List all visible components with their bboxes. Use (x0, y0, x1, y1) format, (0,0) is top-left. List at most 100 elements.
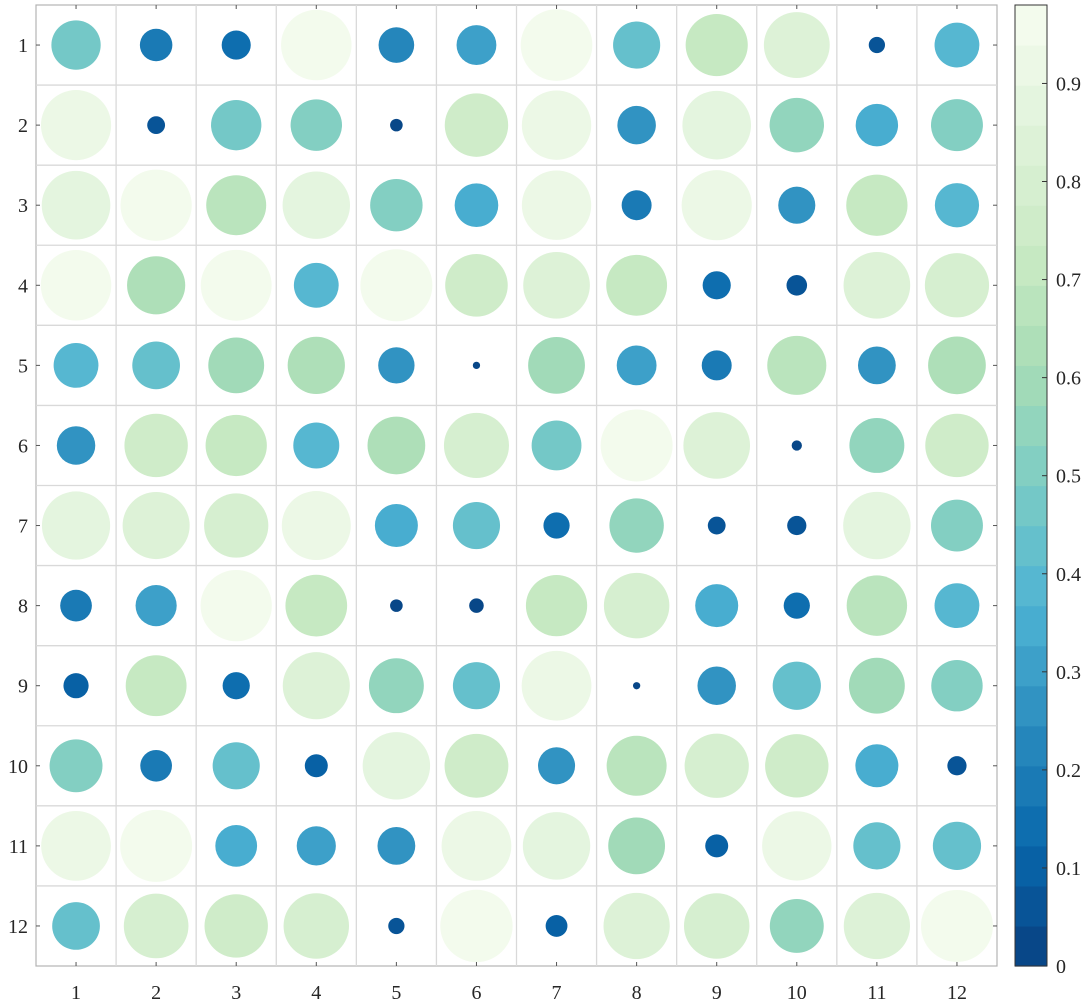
bubble-r4-c8 (606, 254, 668, 316)
bubble-r9-c4 (282, 652, 350, 720)
bubble-r6-c5 (367, 416, 426, 475)
bubble-r10-c1 (49, 739, 103, 793)
bubble-r2-c7 (521, 90, 592, 160)
bubble-r10-c3 (212, 742, 260, 790)
bubble-r4-c10 (786, 275, 808, 296)
colorbar-tick-label: 0.3 (1056, 662, 1081, 684)
bubble-r2-c9 (682, 90, 752, 160)
colorbar-segment (1015, 205, 1047, 246)
bubble-r12-c10 (769, 898, 824, 953)
bubble-r7-c3 (204, 493, 269, 558)
bubble-r4-c4 (293, 262, 339, 308)
bubble-r7-c7 (543, 512, 570, 539)
bubble-r5-c10 (767, 335, 827, 395)
bubble-r12-c1 (52, 902, 100, 950)
bubble-r1-c11 (868, 36, 886, 54)
x-tick-label: 6 (472, 982, 482, 1004)
bubble-r9-c3 (222, 672, 250, 700)
bubble-r8-c9 (695, 584, 739, 628)
bubble-r9-c8 (632, 682, 641, 690)
bubble-r8-c1 (60, 589, 92, 622)
colorbar-segment (1015, 405, 1047, 447)
colorbar-tick-label: 0.8 (1056, 172, 1081, 194)
colorbar: 0 0.1 0.2 0.3 0.4 0.5 0.6 0.7 0.8 0.9 (1014, 4, 1081, 978)
bubble-r5-c1 (53, 342, 99, 388)
bubble-r5-c2 (132, 341, 180, 390)
x-tick-label: 12 (947, 982, 967, 1004)
bubble-r5-c9 (701, 350, 732, 381)
colorbar-segment (1015, 445, 1047, 487)
bubble-r4-c12 (924, 253, 990, 318)
bubble-r8-c7 (525, 574, 588, 637)
colorbar-segment (1015, 45, 1047, 86)
bubble-r7-c6 (452, 501, 501, 550)
bubble-r7-c5 (374, 504, 418, 548)
y-tick-label: 7 (18, 516, 28, 538)
x-axis-tick-labels: 1 2 3 4 5 6 7 8 9 10 11 12 (71, 982, 967, 1004)
bubble-r6-c3 (205, 414, 267, 477)
bubble-r3-c4 (282, 171, 351, 239)
bubble-r2-c8 (617, 105, 656, 145)
bubble-r9-c11 (848, 657, 905, 714)
bubble-r5-c3 (208, 337, 265, 394)
bubble-r6-c6 (443, 412, 509, 478)
colorbar-segment (1015, 85, 1047, 126)
y-tick-label: 6 (18, 436, 28, 458)
colorbar-segment (1015, 365, 1047, 407)
colorbar-tick-label: 0 (1056, 956, 1066, 978)
bubble-r10-c2 (140, 749, 172, 782)
bubble-r1-c10 (763, 12, 830, 78)
bubble-r1-c7 (520, 9, 593, 81)
y-tick-label: 12 (8, 916, 28, 938)
bubble-r9-c10 (772, 661, 821, 710)
bubble-r4-c6 (445, 254, 508, 317)
bubble-r6-c2 (124, 413, 188, 478)
bubble-r9-c6 (452, 662, 501, 710)
colorbar-segment (1015, 765, 1047, 807)
bubble-r8-c10 (783, 592, 810, 619)
bubble-r11-c12 (932, 821, 982, 870)
bubble-r6-c7 (531, 420, 582, 471)
bubble-r10-c12 (947, 756, 967, 776)
bubble-r8-c11 (846, 575, 908, 636)
y-tick-label: 5 (18, 355, 28, 377)
bubble-r11-c6 (441, 811, 512, 881)
bubble-r7-c10 (787, 515, 807, 536)
x-tick-label: 5 (391, 982, 401, 1004)
colorbar-segment (1015, 805, 1047, 847)
bubble-r2-c10 (769, 97, 824, 153)
axis-tick-marks (36, 5, 997, 966)
bubble-r9-c9 (697, 666, 736, 705)
y-tick-label: 8 (18, 596, 28, 618)
bubble-r5-c4 (287, 336, 345, 395)
bubble-r2-c6 (444, 93, 509, 157)
bubble-r11-c7 (522, 812, 591, 880)
bubble-r6-c8 (600, 409, 673, 482)
bubble-r1-c4 (281, 9, 352, 81)
colorbar-tick-label: 0.9 (1056, 73, 1081, 95)
bubble-r3-c12 (934, 183, 980, 228)
y-tick-label: 4 (18, 275, 28, 297)
bubble-r6-c11 (849, 418, 905, 473)
bubble-r6-c10 (791, 440, 802, 451)
colorbar-segment (1015, 685, 1047, 727)
y-tick-label: 1 (18, 35, 28, 57)
bubble-r11-c3 (215, 824, 258, 867)
bubble-r1-c6 (456, 25, 497, 65)
bubble-r1-c3 (221, 30, 251, 60)
bubble-r1-c12 (934, 22, 980, 68)
bubble-r1-c2 (139, 28, 173, 62)
bubble-r11-c1 (41, 811, 111, 881)
bubble-r2-c12 (930, 99, 983, 152)
bubble-r9-c2 (125, 655, 187, 717)
colorbar-tick-label: 0.4 (1056, 564, 1081, 586)
y-tick-label: 3 (18, 195, 28, 217)
bubble-r11-c5 (377, 826, 416, 865)
x-tick-label: 11 (867, 982, 886, 1004)
bubble-r10-c5 (362, 732, 431, 800)
bubble-r3-c6 (454, 183, 499, 228)
bubble-r4-c5 (360, 249, 433, 322)
bubble-r12-c2 (123, 893, 189, 959)
bubble-r6-c4 (293, 422, 340, 469)
colorbar-frame (1014, 4, 1048, 967)
